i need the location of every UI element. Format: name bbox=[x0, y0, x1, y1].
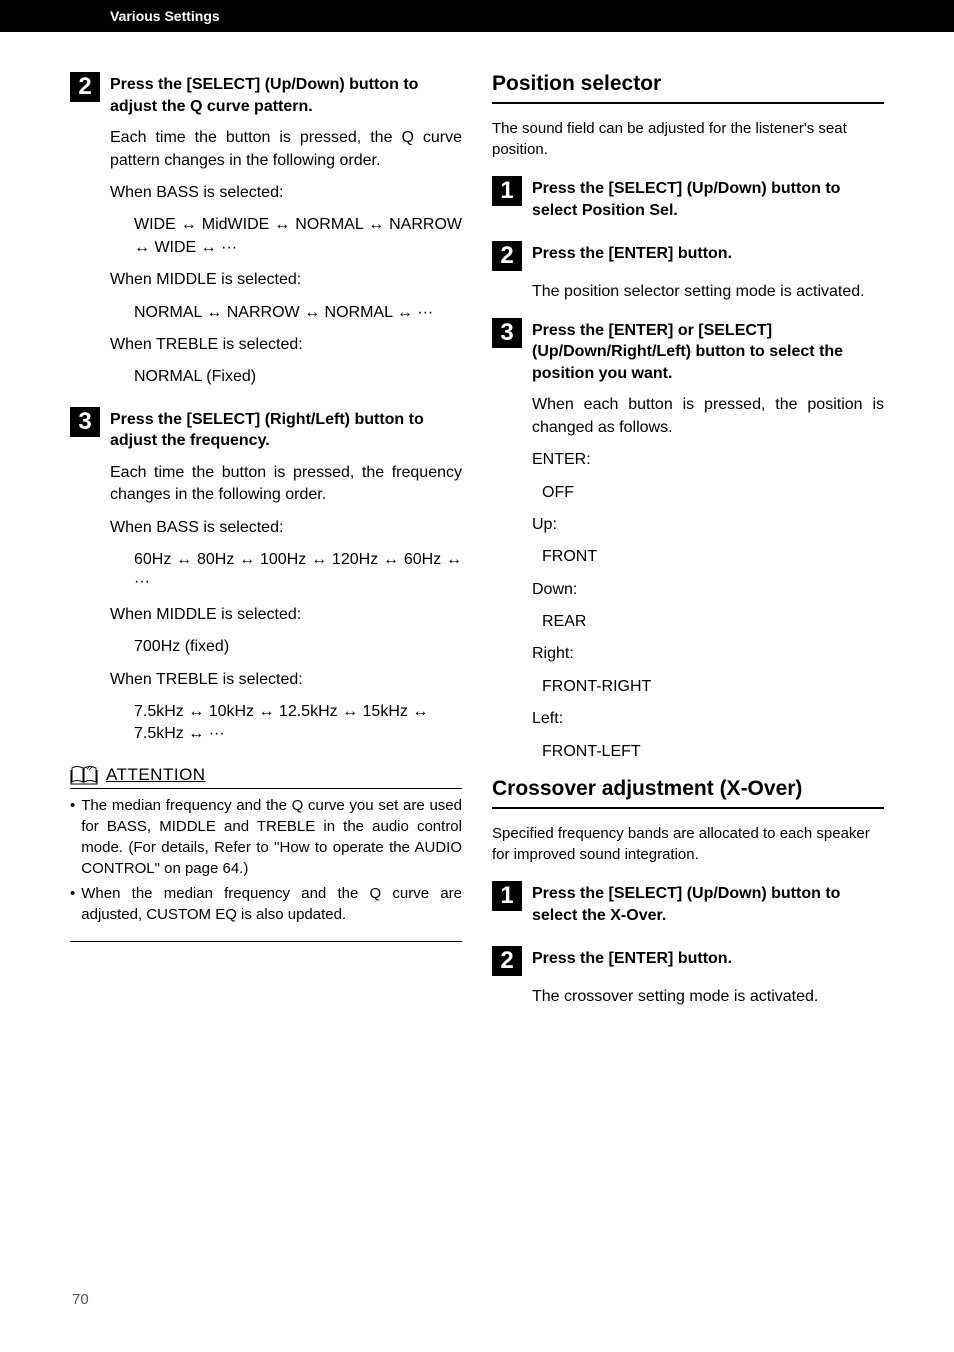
position-selector-title: Position selector bbox=[492, 72, 884, 104]
crossover-title: Crossover adjustment (X-Over) bbox=[492, 777, 884, 809]
step-number: 1 bbox=[492, 176, 522, 206]
bullet-text: The median frequency and the Q curve you… bbox=[81, 795, 462, 879]
position-step-1: 1 Press the [SELECT] (Up/Down) button to… bbox=[492, 176, 884, 221]
step-title: Press the [SELECT] (Right/Left) button t… bbox=[110, 407, 462, 452]
position-step-3: 3 Press the [ENTER] or [SELECT] (Up/Down… bbox=[492, 318, 884, 385]
step-intro: Each time the button is pressed, the fre… bbox=[110, 462, 462, 507]
attention-header: ATTENTION bbox=[70, 764, 462, 789]
step-number: 2 bbox=[492, 241, 522, 271]
step-3: 3 Press the [SELECT] (Right/Left) button… bbox=[70, 407, 462, 452]
bass-label: When BASS is selected: bbox=[110, 182, 462, 204]
position-step-2-body: The position selector setting mode is ac… bbox=[532, 281, 884, 303]
position-step-2: 2 Press the [ENTER] button. bbox=[492, 241, 884, 271]
position-step-3-body: When each button is pressed, the positio… bbox=[532, 394, 884, 763]
attention-title: ATTENTION bbox=[106, 765, 206, 785]
treble-label: When TREBLE is selected: bbox=[110, 334, 462, 356]
middle-label: When MIDDLE is selected: bbox=[110, 604, 462, 626]
header-bar: Various Settings bbox=[0, 0, 954, 32]
step-title: Press the [ENTER] button. bbox=[532, 946, 732, 976]
attention-bullet-1: • The median frequency and the Q curve y… bbox=[70, 795, 462, 879]
left-label: Left: bbox=[532, 708, 884, 730]
attention-bullet-2: • When the median frequency and the Q cu… bbox=[70, 883, 462, 925]
middle-sequence: NORMAL ↔ NARROW ↔ NORMAL ↔ ··· bbox=[134, 302, 462, 324]
middle-sequence: 700Hz (fixed) bbox=[134, 636, 462, 658]
crossover-step-1: 1 Press the [SELECT] (Up/Down) button to… bbox=[492, 881, 884, 926]
step-3-body: Each time the button is pressed, the fre… bbox=[110, 462, 462, 746]
step-title: Press the [ENTER] button. bbox=[532, 241, 732, 271]
up-value: FRONT bbox=[542, 546, 884, 568]
bullet-dot: • bbox=[70, 883, 75, 925]
bass-sequence: WIDE ↔ MidWIDE ↔ NORMAL ↔ NARROW ↔ WIDE … bbox=[134, 214, 462, 259]
step-title: Press the [ENTER] or [SELECT] (Up/Down/R… bbox=[532, 318, 884, 385]
bullet-dot: • bbox=[70, 795, 75, 879]
step-intro: Each time the button is pressed, the Q c… bbox=[110, 127, 462, 172]
attention-list: • The median frequency and the Q curve y… bbox=[70, 795, 462, 942]
crossover-step-2-body: The crossover setting mode is activated. bbox=[532, 986, 884, 1008]
bass-label: When BASS is selected: bbox=[110, 517, 462, 539]
book-icon bbox=[70, 764, 98, 786]
step-title: Press the [SELECT] (Up/Down) button to s… bbox=[532, 176, 884, 221]
right-column: Position selector The sound field can be… bbox=[492, 72, 884, 1023]
step-title: Press the [SELECT] (Up/Down) button to s… bbox=[532, 881, 884, 926]
step-intro: When each button is pressed, the positio… bbox=[532, 394, 884, 439]
left-value: FRONT-LEFT bbox=[542, 741, 884, 763]
up-label: Up: bbox=[532, 514, 884, 536]
step-number: 3 bbox=[70, 407, 100, 437]
step-number: 1 bbox=[492, 881, 522, 911]
step-number: 2 bbox=[70, 72, 100, 102]
page-number: 70 bbox=[72, 1291, 89, 1308]
step-text: The crossover setting mode is activated. bbox=[532, 986, 884, 1008]
position-intro: The sound field can be adjusted for the … bbox=[492, 118, 884, 160]
header-title: Various Settings bbox=[110, 8, 220, 24]
treble-label: When TREBLE is selected: bbox=[110, 669, 462, 691]
enter-label: ENTER: bbox=[532, 449, 884, 471]
step-2: 2 Press the [SELECT] (Up/Down) button to… bbox=[70, 72, 462, 117]
down-value: REAR bbox=[542, 611, 884, 633]
step-2-body: Each time the button is pressed, the Q c… bbox=[110, 127, 462, 389]
treble-sequence: 7.5kHz ↔ 10kHz ↔ 12.5kHz ↔ 15kHz ↔ 7.5kH… bbox=[134, 701, 462, 746]
right-label: Right: bbox=[532, 643, 884, 665]
crossover-intro: Specified frequency bands are allocated … bbox=[492, 823, 884, 865]
step-number: 2 bbox=[492, 946, 522, 976]
bullet-text: When the median frequency and the Q curv… bbox=[81, 883, 462, 925]
middle-label: When MIDDLE is selected: bbox=[110, 269, 462, 291]
step-text: The position selector setting mode is ac… bbox=[532, 281, 884, 303]
enter-value: OFF bbox=[542, 482, 884, 504]
right-value: FRONT-RIGHT bbox=[542, 676, 884, 698]
down-label: Down: bbox=[532, 579, 884, 601]
left-column: 2 Press the [SELECT] (Up/Down) button to… bbox=[70, 72, 462, 1023]
treble-sequence: NORMAL (Fixed) bbox=[134, 366, 462, 388]
main-content: 2 Press the [SELECT] (Up/Down) button to… bbox=[0, 32, 954, 1023]
step-number: 3 bbox=[492, 318, 522, 348]
crossover-step-2: 2 Press the [ENTER] button. bbox=[492, 946, 884, 976]
step-title: Press the [SELECT] (Up/Down) button to a… bbox=[110, 72, 462, 117]
bass-sequence: 60Hz ↔ 80Hz ↔ 100Hz ↔ 120Hz ↔ 60Hz ↔ ··· bbox=[134, 549, 462, 594]
